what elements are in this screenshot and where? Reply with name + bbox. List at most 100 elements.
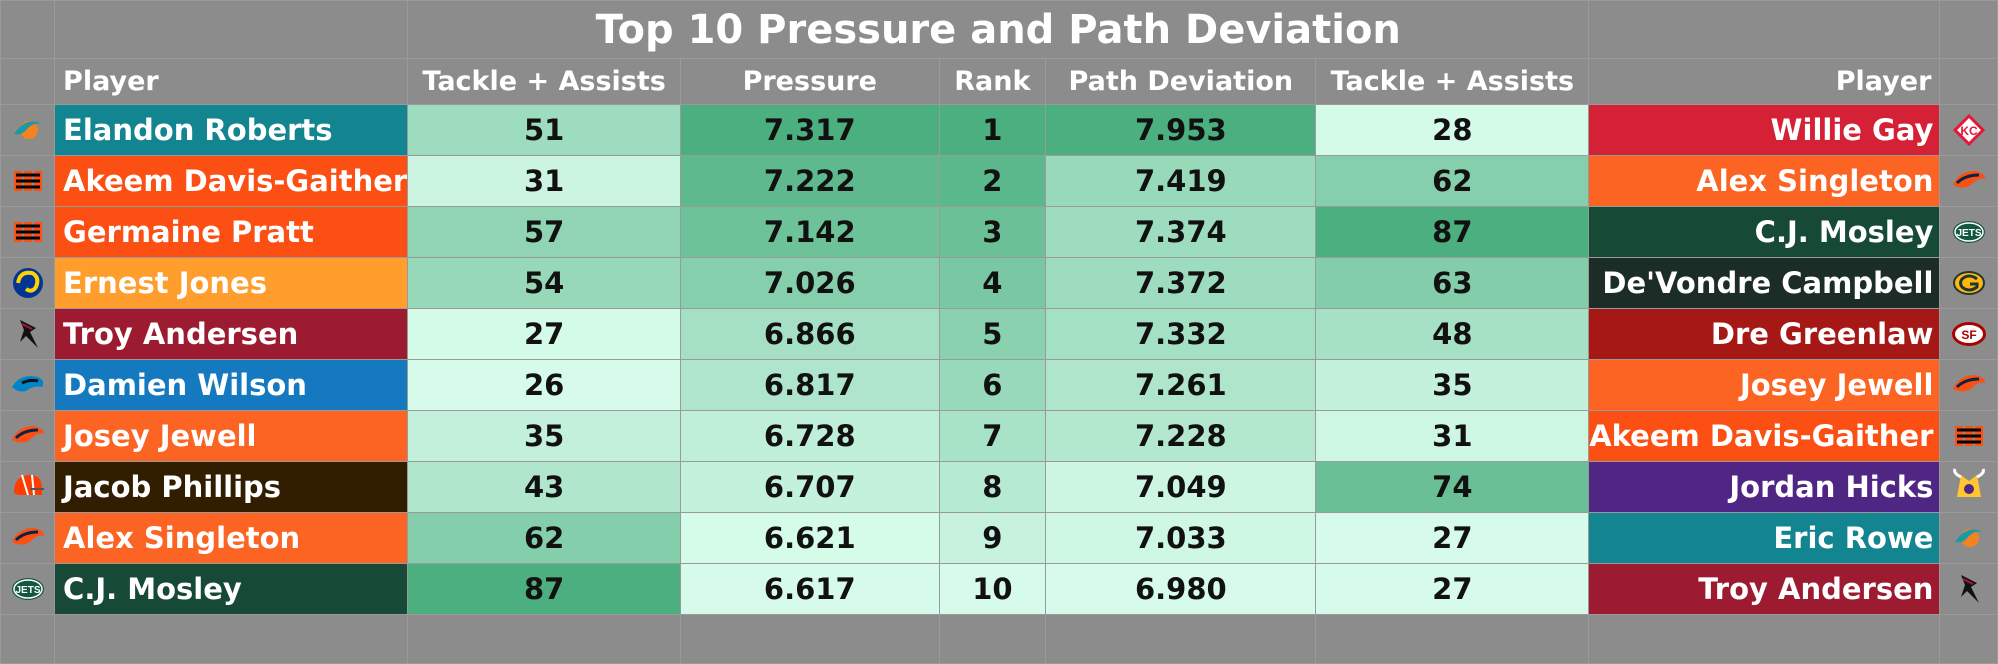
svg-text:JETS: JETS [1956,228,1981,239]
player-left[interactable]: Akeem Davis-Gaither [54,155,409,207]
player-left[interactable]: Damien Wilson [54,359,409,411]
tackles-right[interactable]: 48 [1315,308,1590,360]
tackles-left[interactable]: 26 [407,359,681,411]
rank[interactable]: 10 [938,563,1047,615]
player-right[interactable]: Dre Greenlaw [1588,308,1941,360]
rank[interactable]: 6 [938,359,1047,411]
tackles-right[interactable]: 27 [1315,563,1590,615]
rank[interactable]: 3 [938,206,1047,258]
tackles-right[interactable]: 63 [1315,257,1590,309]
player-right[interactable]: Josey Jewell [1588,359,1941,411]
blank-cell[interactable] [0,0,56,59]
pressure[interactable]: 7.142 [680,206,940,258]
tackles-right[interactable]: 31 [1315,410,1590,462]
tackles-right[interactable]: 27 [1315,512,1590,564]
49ers-logo-icon: SF [1939,308,1998,360]
tackles-right[interactable]: 62 [1315,155,1590,207]
header-player-right[interactable]: Player [1588,58,1941,105]
header-tackles-right[interactable]: Tackle + Assists [1315,58,1590,105]
blank-cell[interactable] [1939,0,1998,59]
rank[interactable]: 4 [938,257,1047,309]
player-left[interactable]: Ernest Jones [54,257,409,309]
tackles-left[interactable]: 62 [407,512,681,564]
tackles-left[interactable]: 35 [407,410,681,462]
path-deviation[interactable]: 7.228 [1045,410,1317,462]
player-left[interactable]: C.J. Mosley [54,563,409,615]
header-tackles-left[interactable]: Tackle + Assists [407,58,681,105]
pressure[interactable]: 6.707 [680,461,940,513]
path-deviation[interactable]: 7.372 [1045,257,1317,309]
tackles-left[interactable]: 57 [407,206,681,258]
blank-cell[interactable] [1315,614,1590,664]
tackles-left[interactable]: 31 [407,155,681,207]
player-right[interactable]: De'Vondre Campbell [1588,257,1941,309]
path-deviation[interactable]: 7.953 [1045,104,1317,156]
tackles-left[interactable]: 27 [407,308,681,360]
table-title: Top 10 Pressure and Path Deviation [407,0,1590,59]
path-deviation[interactable]: 7.419 [1045,155,1317,207]
header-path-deviation[interactable]: Path Deviation [1045,58,1317,105]
blank-cell[interactable] [1939,58,1998,105]
rank[interactable]: 9 [938,512,1047,564]
pressure[interactable]: 7.317 [680,104,940,156]
tackles-left[interactable]: 43 [407,461,681,513]
falcons-logo-icon [0,308,56,360]
rank[interactable]: 5 [938,308,1047,360]
pressure[interactable]: 6.621 [680,512,940,564]
path-deviation[interactable]: 7.374 [1045,206,1317,258]
player-right[interactable]: Jordan Hicks [1588,461,1941,513]
blank-cell[interactable] [680,614,940,664]
tackles-right[interactable]: 87 [1315,206,1590,258]
rank[interactable]: 2 [938,155,1047,207]
player-left[interactable]: Alex Singleton [54,512,409,564]
header-rank[interactable]: Rank [938,58,1047,105]
player-left[interactable]: Troy Andersen [54,308,409,360]
player-left[interactable]: Josey Jewell [54,410,409,462]
path-deviation[interactable]: 7.261 [1045,359,1317,411]
tackles-left[interactable]: 54 [407,257,681,309]
pressure[interactable]: 6.866 [680,308,940,360]
blank-cell[interactable] [1045,614,1317,664]
player-left[interactable]: Germaine Pratt [54,206,409,258]
pressure[interactable]: 7.026 [680,257,940,309]
player-left[interactable]: Elandon Roberts [54,104,409,156]
player-left[interactable]: Jacob Phillips [54,461,409,513]
rams-logo-icon [0,257,56,309]
jets-logo-icon: JETS [1939,206,1998,258]
pressure[interactable]: 6.617 [680,563,940,615]
pressure[interactable]: 6.817 [680,359,940,411]
path-deviation[interactable]: 7.332 [1045,308,1317,360]
pressure[interactable]: 7.222 [680,155,940,207]
blank-cell[interactable] [407,614,681,664]
player-right[interactable]: Alex Singleton [1588,155,1941,207]
player-right[interactable]: Akeem Davis-Gaither [1588,410,1941,462]
blank-cell[interactable] [54,614,409,664]
path-deviation[interactable]: 6.980 [1045,563,1317,615]
pressure[interactable]: 6.728 [680,410,940,462]
table-row: Josey Jewell 35 6.728 7 7.228 31 Akeem Davis-G… [0,410,1998,462]
tackles-left[interactable]: 87 [407,563,681,615]
rank[interactable]: 7 [938,410,1047,462]
rank[interactable]: 8 [938,461,1047,513]
player-right[interactable]: C.J. Mosley [1588,206,1941,258]
tackles-left[interactable]: 51 [407,104,681,156]
player-right[interactable]: Eric Rowe [1588,512,1941,564]
tackles-right[interactable]: 74 [1315,461,1590,513]
path-deviation[interactable]: 7.049 [1045,461,1317,513]
broncos-logo-icon [0,410,56,462]
header-player-left[interactable]: Player [54,58,409,105]
blank-cell[interactable] [54,0,409,59]
blank-cell[interactable] [0,58,56,105]
rank[interactable]: 1 [938,104,1047,156]
tackles-right[interactable]: 28 [1315,104,1590,156]
tackles-right[interactable]: 35 [1315,359,1590,411]
blank-cell[interactable] [1588,614,1941,664]
path-deviation[interactable]: 7.033 [1045,512,1317,564]
blank-cell[interactable] [0,614,56,664]
header-pressure[interactable]: Pressure [680,58,940,105]
blank-cell[interactable] [1939,614,1998,664]
blank-cell[interactable] [1588,0,1941,59]
player-right[interactable]: Troy Andersen [1588,563,1941,615]
blank-cell[interactable] [938,614,1047,664]
player-right[interactable]: Willie Gay [1588,104,1941,156]
